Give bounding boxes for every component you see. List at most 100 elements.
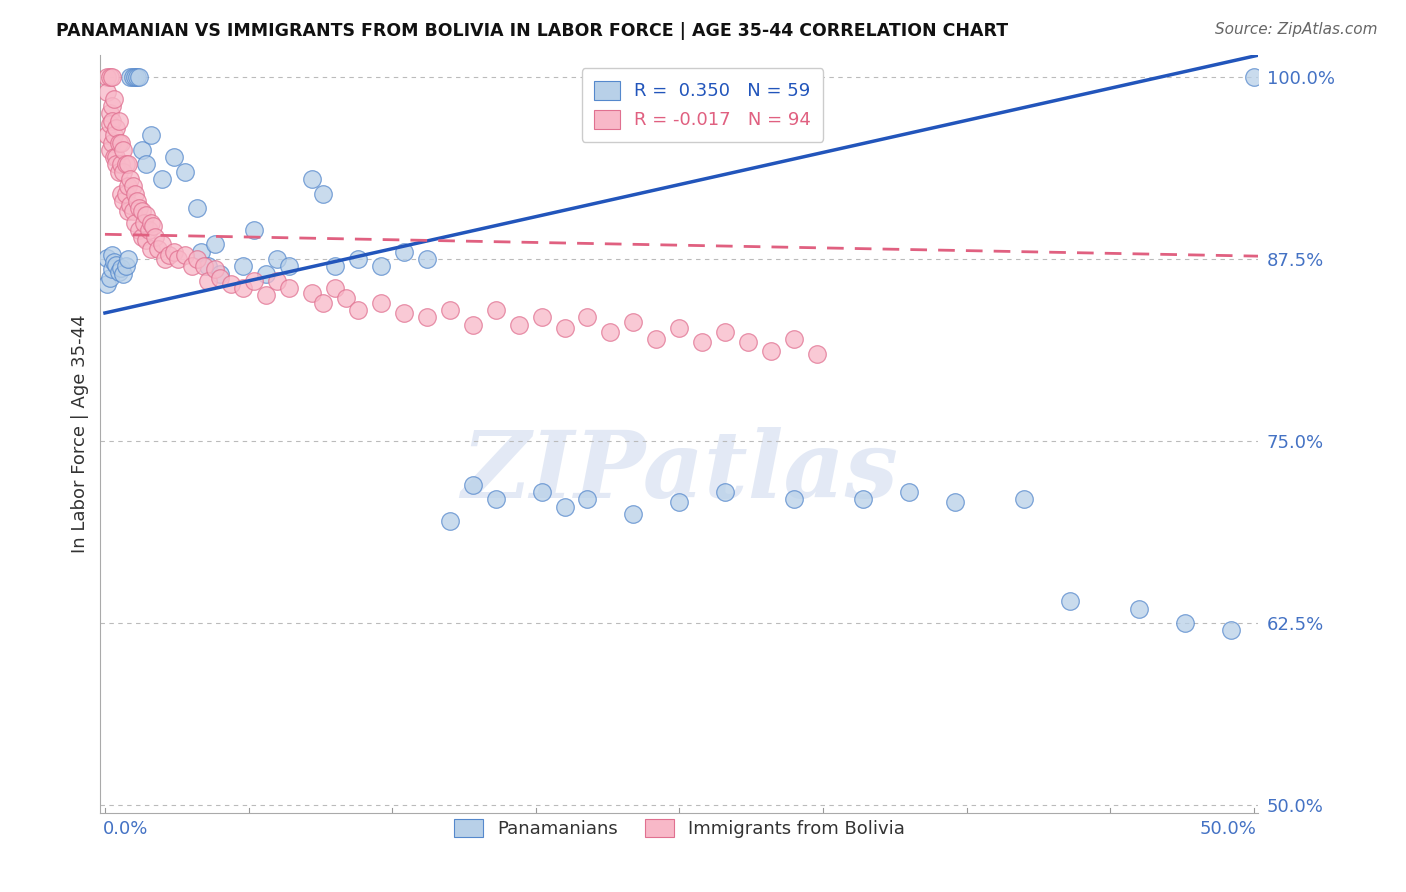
Y-axis label: In Labor Force | Age 35-44: In Labor Force | Age 35-44 xyxy=(72,315,89,553)
Point xyxy=(101,99,124,113)
Point xyxy=(101,248,124,262)
Point xyxy=(668,320,690,334)
Point xyxy=(105,150,128,164)
Point xyxy=(121,204,143,219)
Point xyxy=(107,136,129,150)
Point xyxy=(415,252,437,266)
Point xyxy=(439,514,461,528)
Point xyxy=(96,70,118,84)
Point xyxy=(599,325,621,339)
Point xyxy=(127,70,149,84)
Point xyxy=(277,260,299,274)
Point xyxy=(117,204,139,219)
Point xyxy=(943,495,966,509)
Point xyxy=(714,325,737,339)
Point xyxy=(101,262,124,277)
Point xyxy=(623,315,645,329)
Point xyxy=(167,252,190,266)
Point xyxy=(135,233,157,247)
Point xyxy=(623,507,645,521)
Point xyxy=(266,274,288,288)
Point xyxy=(1012,492,1035,507)
Point xyxy=(124,186,146,201)
Point xyxy=(163,150,186,164)
Point xyxy=(114,260,136,274)
Point xyxy=(576,310,599,325)
Point xyxy=(131,230,153,244)
Point xyxy=(96,85,118,99)
Point xyxy=(135,157,157,171)
Point xyxy=(323,260,346,274)
Point xyxy=(96,251,118,265)
Point xyxy=(120,70,142,84)
Point xyxy=(114,157,136,171)
Point xyxy=(101,113,124,128)
Point xyxy=(163,244,186,259)
Point xyxy=(530,485,553,500)
Point xyxy=(124,216,146,230)
Legend: Panamanians, Immigrants from Bolivia: Panamanians, Immigrants from Bolivia xyxy=(447,812,912,846)
Point xyxy=(232,260,254,274)
Point xyxy=(204,237,226,252)
Point xyxy=(98,117,121,131)
Point xyxy=(128,201,150,215)
Point xyxy=(439,303,461,318)
Point xyxy=(392,306,415,320)
Point xyxy=(101,136,124,150)
Point xyxy=(737,335,759,350)
Point xyxy=(761,343,783,358)
Point xyxy=(181,260,204,274)
Point xyxy=(1059,594,1081,608)
Point xyxy=(1128,601,1150,615)
Point xyxy=(98,271,121,285)
Point xyxy=(103,92,125,106)
Text: 50.0%: 50.0% xyxy=(1199,820,1256,838)
Point xyxy=(1243,70,1265,84)
Point xyxy=(150,237,173,252)
Point xyxy=(131,204,153,219)
Point xyxy=(415,310,437,325)
Point xyxy=(117,179,139,194)
Point xyxy=(301,285,323,300)
Point xyxy=(1174,616,1197,631)
Point xyxy=(138,223,160,237)
Point xyxy=(127,194,149,208)
Point xyxy=(370,260,392,274)
Point xyxy=(312,186,335,201)
Point xyxy=(806,347,828,361)
Point xyxy=(98,143,121,157)
Point xyxy=(243,274,266,288)
Point xyxy=(157,248,180,262)
Point xyxy=(254,288,277,302)
Point xyxy=(461,478,484,492)
Point xyxy=(142,219,165,233)
Point xyxy=(243,223,266,237)
Point xyxy=(312,295,335,310)
Point xyxy=(852,492,875,507)
Point xyxy=(208,267,231,281)
Point xyxy=(197,274,219,288)
Point xyxy=(197,260,219,274)
Point xyxy=(98,106,121,120)
Point xyxy=(139,216,162,230)
Point xyxy=(120,172,142,186)
Point xyxy=(508,318,530,332)
Point xyxy=(128,223,150,237)
Point xyxy=(103,255,125,269)
Text: ZIPatlas: ZIPatlas xyxy=(461,426,898,516)
Point xyxy=(484,303,506,318)
Point xyxy=(110,136,132,150)
Point xyxy=(645,332,668,346)
Point xyxy=(124,70,146,84)
Text: Source: ZipAtlas.com: Source: ZipAtlas.com xyxy=(1215,22,1378,37)
Point xyxy=(105,120,128,135)
Point xyxy=(112,164,135,178)
Point xyxy=(783,492,806,507)
Point xyxy=(186,201,208,215)
Point xyxy=(346,252,368,266)
Point xyxy=(190,244,212,259)
Point xyxy=(117,252,139,266)
Point xyxy=(668,495,690,509)
Point xyxy=(174,248,197,262)
Point xyxy=(783,332,806,346)
